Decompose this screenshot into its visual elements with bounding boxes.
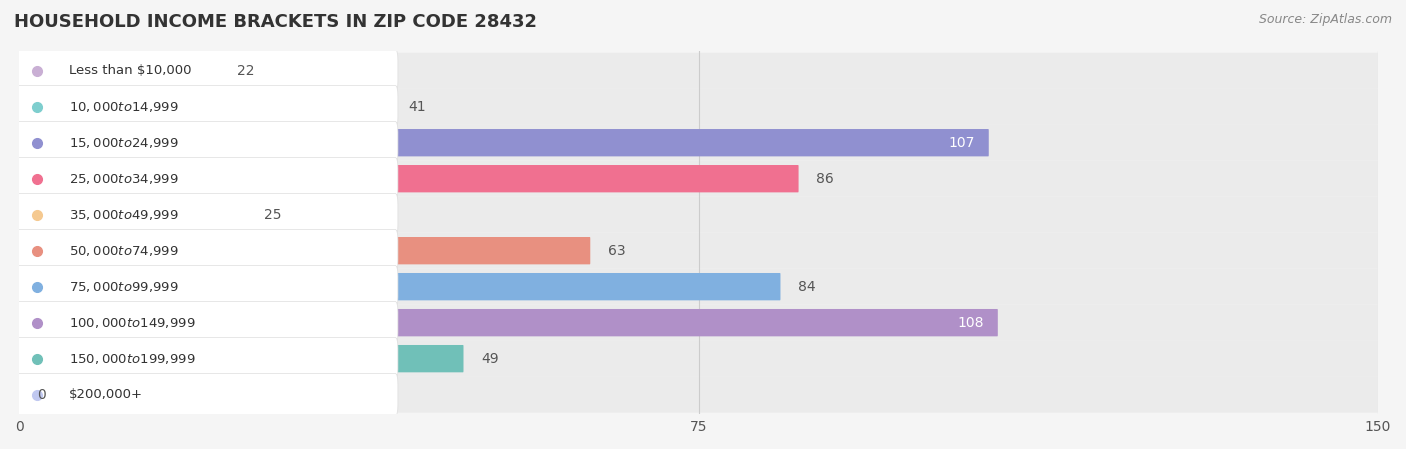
Text: 0: 0	[38, 387, 46, 402]
FancyBboxPatch shape	[13, 85, 398, 128]
FancyBboxPatch shape	[13, 229, 398, 272]
Text: Less than $10,000: Less than $10,000	[69, 64, 191, 77]
FancyBboxPatch shape	[20, 273, 780, 300]
FancyBboxPatch shape	[20, 237, 591, 264]
Text: $200,000+: $200,000+	[69, 388, 143, 401]
Text: 84: 84	[799, 280, 815, 294]
FancyBboxPatch shape	[13, 122, 398, 164]
Text: $100,000 to $149,999: $100,000 to $149,999	[69, 316, 195, 330]
FancyBboxPatch shape	[20, 233, 1378, 269]
Text: 25: 25	[264, 208, 281, 222]
FancyBboxPatch shape	[13, 265, 398, 308]
Text: 108: 108	[957, 316, 984, 330]
Text: 49: 49	[481, 352, 499, 365]
FancyBboxPatch shape	[20, 345, 464, 372]
FancyBboxPatch shape	[20, 201, 246, 229]
FancyBboxPatch shape	[20, 93, 391, 120]
Text: HOUSEHOLD INCOME BRACKETS IN ZIP CODE 28432: HOUSEHOLD INCOME BRACKETS IN ZIP CODE 28…	[14, 13, 537, 31]
FancyBboxPatch shape	[20, 57, 219, 84]
Text: $150,000 to $199,999: $150,000 to $199,999	[69, 352, 195, 365]
Text: 107: 107	[949, 136, 974, 150]
FancyBboxPatch shape	[20, 161, 1378, 197]
FancyBboxPatch shape	[20, 269, 1378, 305]
FancyBboxPatch shape	[13, 374, 398, 416]
FancyBboxPatch shape	[20, 129, 988, 156]
FancyBboxPatch shape	[20, 165, 799, 192]
Text: $10,000 to $14,999: $10,000 to $14,999	[69, 100, 179, 114]
Text: $25,000 to $34,999: $25,000 to $34,999	[69, 172, 179, 186]
Text: $50,000 to $74,999: $50,000 to $74,999	[69, 244, 179, 258]
FancyBboxPatch shape	[20, 341, 1378, 377]
Text: 22: 22	[236, 64, 254, 78]
Text: 63: 63	[607, 244, 626, 258]
FancyBboxPatch shape	[20, 197, 1378, 233]
FancyBboxPatch shape	[20, 89, 1378, 125]
FancyBboxPatch shape	[13, 338, 398, 380]
FancyBboxPatch shape	[20, 305, 1378, 341]
Text: Source: ZipAtlas.com: Source: ZipAtlas.com	[1258, 13, 1392, 26]
FancyBboxPatch shape	[20, 53, 1378, 89]
FancyBboxPatch shape	[13, 49, 398, 92]
Text: 41: 41	[409, 100, 426, 114]
FancyBboxPatch shape	[20, 309, 998, 336]
Text: $35,000 to $49,999: $35,000 to $49,999	[69, 208, 179, 222]
Text: 86: 86	[817, 172, 834, 186]
FancyBboxPatch shape	[20, 381, 24, 408]
FancyBboxPatch shape	[13, 301, 398, 344]
Text: $15,000 to $24,999: $15,000 to $24,999	[69, 136, 179, 150]
FancyBboxPatch shape	[13, 158, 398, 200]
FancyBboxPatch shape	[20, 377, 1378, 413]
FancyBboxPatch shape	[13, 194, 398, 236]
Text: $75,000 to $99,999: $75,000 to $99,999	[69, 280, 179, 294]
FancyBboxPatch shape	[20, 125, 1378, 161]
